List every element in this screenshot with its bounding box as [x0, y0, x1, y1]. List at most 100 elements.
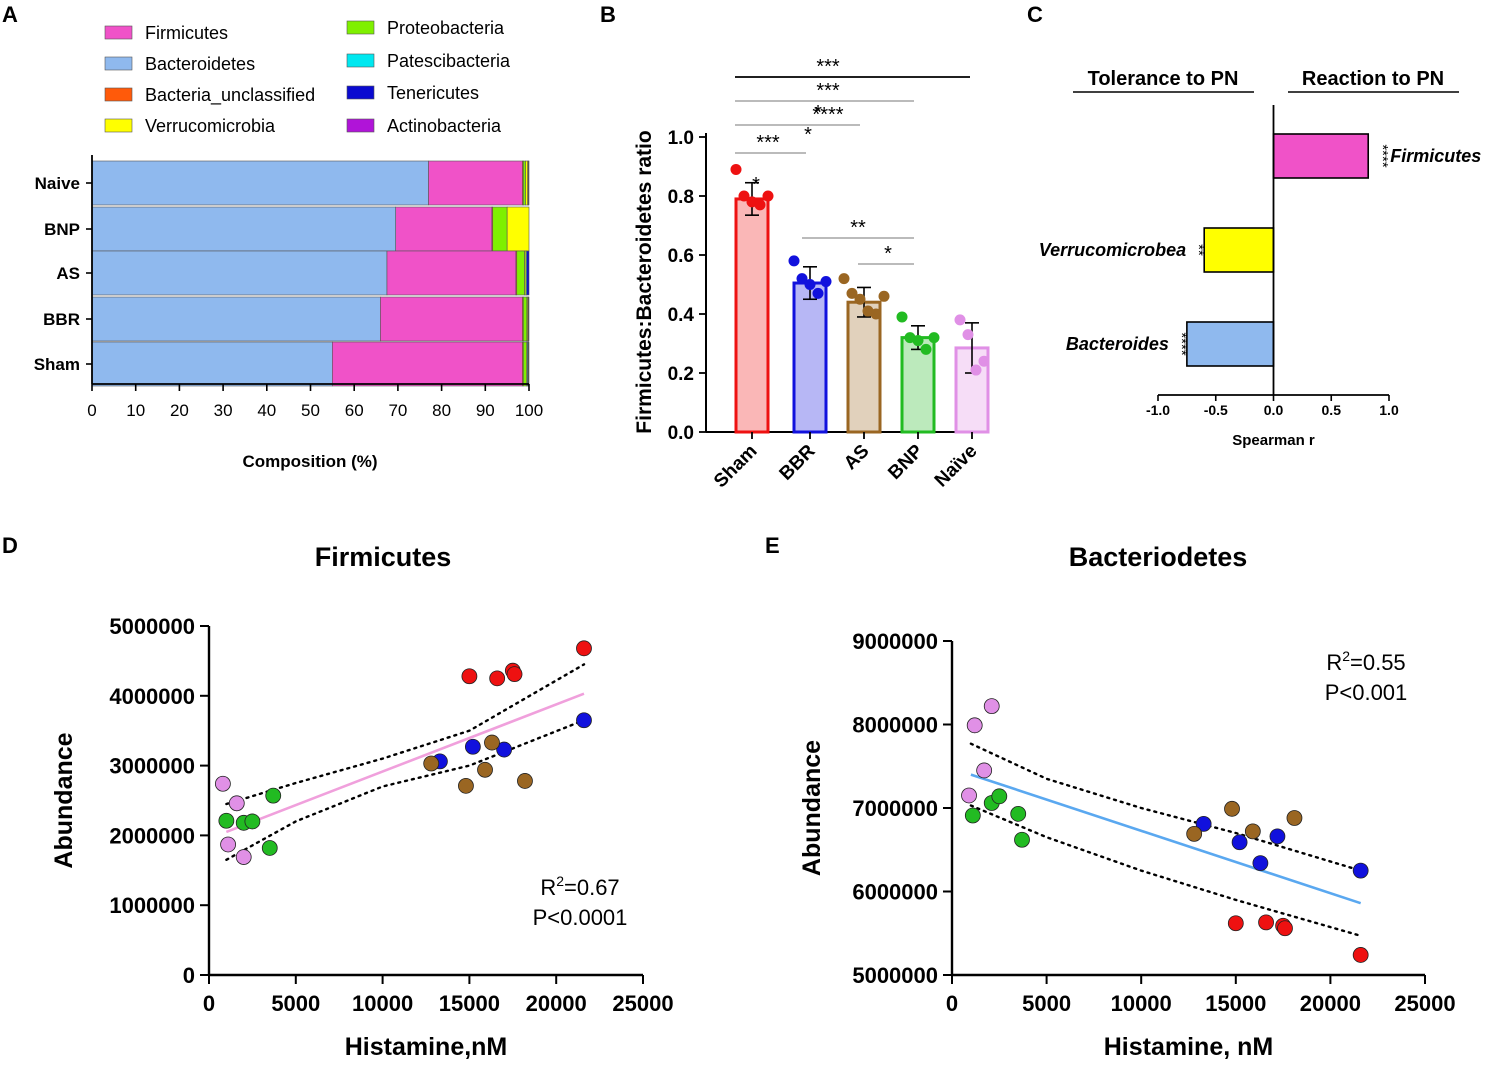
point-naive	[961, 787, 977, 804]
y-tick-label-0.8: 0.8	[668, 187, 694, 208]
point-naive	[235, 849, 252, 865]
data-point-sham	[738, 190, 750, 202]
x-tick-label-25000: 25000	[612, 991, 673, 1016]
panel-label-e: E	[765, 533, 780, 558]
stat-p-value: P<0.0001	[533, 905, 628, 930]
x-tick-label-15000: 15000	[439, 991, 500, 1016]
x-tick-label-0-5: 0.5	[1322, 402, 1342, 418]
header-reaction: Reaction to PN	[1302, 68, 1444, 90]
y-tick-label-1.0: 1.0	[668, 128, 694, 149]
x-tick-label-0-5: -0.5	[1204, 402, 1228, 418]
legend-swatch-proteobacteria	[346, 20, 375, 35]
point-naive	[214, 775, 231, 792]
point-as	[484, 734, 500, 751]
stars-bacteroides: ****	[1173, 332, 1190, 356]
point-bnp	[218, 812, 235, 829]
point-sham	[1227, 915, 1244, 932]
data-point-bbr	[796, 273, 808, 285]
significance-stars-1: ***	[816, 56, 840, 78]
legend-label-bacteria-unclassified: Bacteria_unclassified	[145, 85, 315, 106]
x-tick-label-5000: 5000	[1022, 991, 1071, 1016]
data-point-na-ve	[962, 329, 974, 341]
point-bnp	[244, 813, 261, 830]
bar-segment-naive-firmicutes	[428, 160, 523, 206]
header-tolerance: Tolerance to PN	[1088, 68, 1239, 90]
data-point-as	[870, 308, 882, 320]
significance-extra-star-2: *	[804, 124, 812, 146]
data-point-as	[878, 290, 890, 302]
bar-as	[846, 300, 882, 434]
point-as	[1224, 800, 1240, 817]
point-bnp	[265, 787, 282, 804]
x-tick-label-20000: 20000	[526, 991, 587, 1016]
stars-verrucomicrobea: **	[1190, 244, 1207, 256]
bar-bacteroides	[1186, 321, 1275, 367]
point-bnp	[991, 788, 1008, 805]
data-point-sham	[762, 190, 774, 202]
x-tick-label-10000: 10000	[1111, 991, 1172, 1016]
x-tick-label-1-0: 1.0	[1379, 402, 1399, 418]
bar-segment-naive-verrucomicrobia	[525, 160, 528, 206]
legend-label-tenericutes: Tenericutes	[387, 83, 479, 103]
point-as	[423, 755, 440, 772]
point-bbr	[1269, 828, 1286, 845]
x-axis-title: Spearman r	[1232, 432, 1315, 449]
x-tick-label-90: 90	[476, 401, 495, 420]
label-verrucomicrobea: Verrucomicrobea	[1039, 240, 1186, 260]
y-tick-label-8000000: 8000000	[852, 713, 938, 738]
data-point-bbr	[820, 276, 832, 288]
bar-bbr	[792, 281, 828, 434]
panel-a-stacked-bar-chart: Firmicutes Bacteroidetes Bacteria_unclassi…	[34, 18, 543, 471]
x-tick-label-15000: 15000	[1205, 991, 1266, 1016]
legend-label-verrucomicrobia: Verrucomicrobia	[145, 116, 276, 136]
data-point-sham	[730, 163, 742, 175]
bar-segment-as-tenericutes	[526, 250, 530, 296]
significance-stars-5: **	[850, 217, 866, 239]
bar-segment-naive-proteobacteria	[523, 160, 526, 206]
x-tick-label-0: 0	[946, 991, 958, 1016]
x-tick-label-na-ve: Naïve	[931, 441, 982, 492]
stat-r2-symbol: R	[1326, 650, 1342, 675]
point-as	[517, 773, 533, 789]
point-sham	[506, 666, 523, 683]
stat-r2: R2=0.55	[1326, 648, 1405, 675]
legend-swatch-bacteroidetes	[104, 56, 133, 71]
y-tick-label-as: AS	[56, 264, 80, 283]
data-point-as	[838, 273, 850, 285]
point-bbr	[1195, 815, 1212, 832]
stat-r2-superscript: 2	[556, 873, 564, 889]
y-tick-label-0.2: 0.2	[668, 364, 694, 385]
label-bacteroides: Bacteroides	[1066, 334, 1169, 354]
point-as	[1286, 810, 1303, 826]
y-tick-label-4000000: 4000000	[109, 684, 195, 709]
point-sham	[461, 668, 478, 685]
legend-label-actinobacteria: Actinobacteria	[387, 116, 502, 136]
x-tick-label-0: 0	[203, 991, 215, 1016]
bar-segment-as-bacteroidetes	[91, 250, 388, 296]
x-tick-label-0-0: 0.0	[1264, 402, 1284, 418]
regression-line	[225, 692, 585, 834]
legend-swatch-firmicutes	[104, 25, 133, 40]
x-tick-label-10: 10	[126, 401, 145, 420]
bar-segment-bnp-proteobacteria	[492, 206, 508, 252]
x-tick-label-30: 30	[214, 401, 233, 420]
point-naive	[966, 717, 983, 734]
y-tick-label-2000000: 2000000	[109, 823, 195, 848]
y-tick-label-5000000: 5000000	[852, 963, 938, 988]
legend-label-patescibacteria: Patescibacteria	[387, 51, 511, 71]
data-point-as	[854, 293, 866, 305]
x-axis-title: Histamine, nM	[1104, 1033, 1273, 1061]
bar-segment-bbr-proteobacteria	[523, 296, 528, 342]
data-point-bnp	[920, 343, 932, 355]
data-point-bbr	[812, 287, 824, 299]
significance-extra-star-3: *	[752, 174, 760, 196]
significance-stars-2: ***	[816, 80, 840, 102]
data-point-as	[846, 287, 858, 299]
legend-label-proteobacteria: Proteobacteria	[387, 18, 505, 38]
point-sham	[489, 670, 506, 687]
y-tick-label-7000000: 7000000	[852, 796, 938, 821]
point-sham	[1277, 920, 1293, 937]
point-bbr	[1231, 834, 1248, 851]
y-tick-label-bbr: BBR	[43, 310, 80, 329]
